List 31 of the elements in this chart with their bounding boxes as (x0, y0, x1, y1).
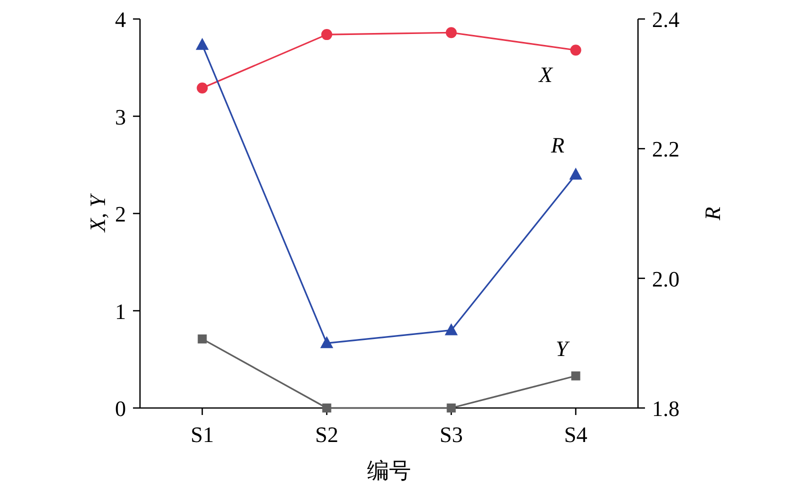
point (322, 404, 332, 412)
x-tick-label: S4 (564, 422, 588, 447)
x-tick-label: S3 (440, 422, 463, 447)
series-label: Y (556, 336, 571, 361)
x-tick-label: S2 (315, 422, 338, 447)
x-axis-title: 编号 (367, 458, 411, 483)
y-tick-label: 4 (115, 7, 126, 32)
point (571, 371, 580, 380)
y-tick-label: 0 (115, 396, 126, 421)
point (569, 168, 582, 180)
x-tick-label: S1 (190, 422, 214, 447)
y2-tick-label: 1.8 (652, 396, 680, 421)
point (320, 336, 334, 348)
point (321, 29, 332, 40)
point (196, 82, 208, 94)
y-tick-label: 3 (115, 104, 126, 130)
point (444, 323, 458, 336)
point (446, 27, 457, 38)
point (446, 404, 456, 412)
series-label: X (538, 62, 554, 88)
y2-axis-title: R (700, 206, 725, 222)
y-tick-label: 1 (115, 298, 126, 324)
y-axis-title: X, Y (85, 192, 110, 233)
y2-tick-label: 2.4 (652, 7, 680, 32)
y2-tick-label: 2.2 (652, 136, 680, 162)
point (198, 334, 207, 344)
point (196, 38, 209, 50)
series-label: R (550, 132, 566, 158)
point (570, 44, 582, 56)
y2-tick-label: 2.0 (652, 266, 680, 292)
y-tick-label: 2 (115, 202, 126, 226)
